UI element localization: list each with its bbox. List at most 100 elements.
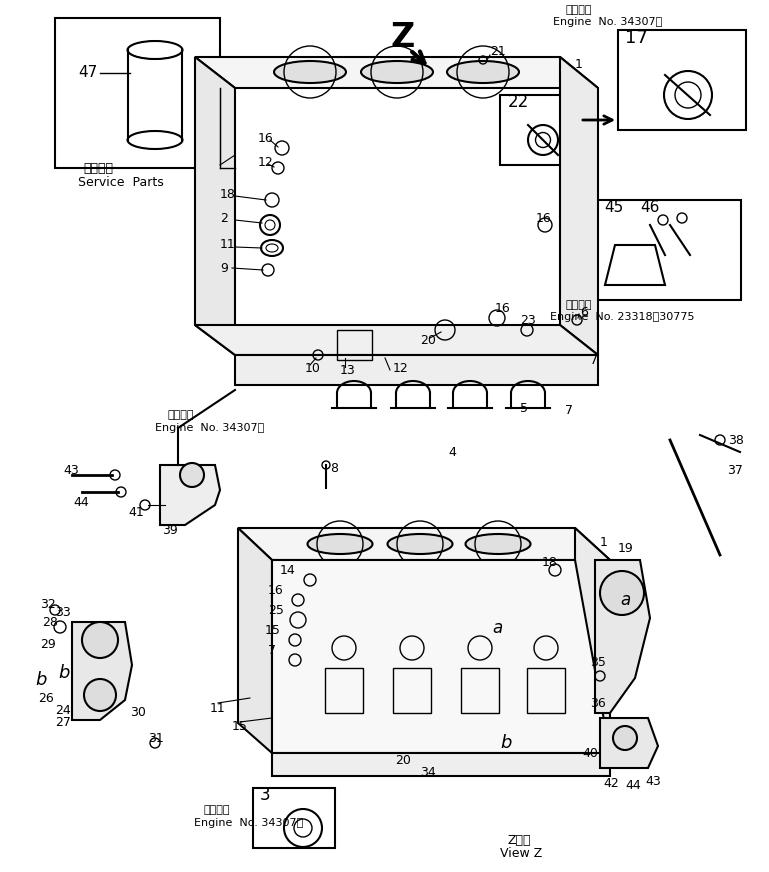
- Circle shape: [613, 726, 637, 750]
- Text: 33: 33: [55, 605, 71, 618]
- Circle shape: [84, 679, 116, 711]
- Circle shape: [180, 463, 204, 487]
- Text: 25: 25: [268, 603, 284, 617]
- Bar: [337, 330, 372, 360]
- Polygon shape: [595, 560, 650, 713]
- Polygon shape: [72, 622, 132, 720]
- Bar: [618, 30, 746, 130]
- Text: Z: Z: [390, 22, 414, 54]
- Text: Engine  No. 23318～30775: Engine No. 23318～30775: [550, 312, 694, 322]
- Text: 21: 21: [490, 45, 506, 58]
- Text: a: a: [620, 591, 631, 609]
- Text: 16: 16: [536, 212, 551, 224]
- Text: 37: 37: [727, 464, 743, 476]
- Text: 14: 14: [280, 563, 296, 576]
- Text: 23: 23: [520, 314, 536, 326]
- Text: b: b: [35, 671, 46, 689]
- Text: 43: 43: [63, 464, 78, 476]
- Text: 24: 24: [55, 704, 71, 717]
- Polygon shape: [195, 325, 598, 355]
- Bar: [527, 668, 565, 713]
- Text: 10: 10: [305, 362, 321, 374]
- Bar: [461, 668, 499, 713]
- Text: 適用号機: 適用号機: [167, 410, 194, 420]
- Text: 31: 31: [148, 732, 164, 745]
- Text: 適用号機: 適用号機: [565, 5, 591, 15]
- Ellipse shape: [447, 61, 519, 83]
- Bar: [253, 788, 335, 848]
- Text: 16: 16: [495, 302, 511, 315]
- Polygon shape: [272, 753, 610, 776]
- Text: 7: 7: [590, 353, 598, 366]
- Ellipse shape: [308, 534, 372, 554]
- Bar: [325, 668, 363, 713]
- Text: 3: 3: [260, 786, 271, 804]
- Text: 17: 17: [625, 29, 647, 47]
- Text: 19: 19: [618, 542, 634, 555]
- Text: 適用号機: 適用号機: [565, 300, 591, 310]
- Text: b: b: [58, 664, 69, 682]
- Polygon shape: [195, 57, 598, 88]
- Text: 15: 15: [232, 719, 248, 732]
- Text: 40: 40: [582, 746, 598, 760]
- Text: 1: 1: [575, 58, 583, 72]
- Ellipse shape: [465, 534, 531, 554]
- Text: 15: 15: [265, 623, 281, 637]
- Text: 4: 4: [448, 446, 456, 459]
- Text: 46: 46: [640, 200, 659, 215]
- Text: 32: 32: [40, 598, 55, 611]
- Ellipse shape: [361, 61, 433, 83]
- Text: 補給専用: 補給専用: [83, 161, 113, 174]
- Text: 6: 6: [580, 305, 588, 318]
- Bar: [55, 18, 220, 168]
- Text: 8: 8: [330, 461, 338, 474]
- Polygon shape: [238, 528, 610, 560]
- Text: 30: 30: [130, 705, 146, 719]
- Text: 適用号機: 適用号機: [203, 805, 229, 815]
- Text: 47: 47: [78, 65, 97, 80]
- Polygon shape: [235, 355, 598, 385]
- Ellipse shape: [274, 61, 346, 83]
- Text: 36: 36: [590, 697, 606, 710]
- Text: View Z: View Z: [500, 847, 542, 860]
- Polygon shape: [195, 57, 235, 355]
- Polygon shape: [560, 57, 598, 355]
- Polygon shape: [272, 560, 610, 753]
- Polygon shape: [575, 528, 610, 753]
- Text: 20: 20: [420, 333, 436, 346]
- Text: Engine  No. 34307～: Engine No. 34307～: [553, 17, 662, 27]
- Bar: [596, 200, 741, 300]
- Text: 41: 41: [128, 507, 144, 520]
- Text: 29: 29: [40, 638, 55, 651]
- Text: 1: 1: [600, 536, 608, 549]
- Text: 26: 26: [38, 691, 54, 705]
- Text: 27: 27: [55, 716, 71, 728]
- Text: 43: 43: [645, 774, 661, 787]
- Bar: [393, 668, 431, 713]
- Text: 22: 22: [508, 93, 529, 111]
- Polygon shape: [160, 465, 220, 525]
- Text: 9: 9: [220, 262, 228, 275]
- Text: 7: 7: [268, 644, 276, 657]
- Text: 39: 39: [162, 523, 178, 536]
- Text: Z　視: Z 視: [508, 834, 531, 847]
- Text: 44: 44: [73, 495, 88, 508]
- Text: 18: 18: [542, 556, 558, 569]
- Ellipse shape: [388, 534, 452, 554]
- Text: 2: 2: [220, 212, 228, 224]
- Polygon shape: [600, 718, 658, 768]
- Text: 11: 11: [220, 239, 236, 251]
- Text: 44: 44: [625, 779, 641, 792]
- Bar: [500, 95, 580, 165]
- Text: 20: 20: [395, 753, 411, 766]
- Text: 16: 16: [258, 132, 274, 145]
- Text: a: a: [492, 619, 502, 637]
- Text: 11: 11: [210, 701, 226, 714]
- Text: 35: 35: [590, 657, 606, 670]
- Text: 18: 18: [220, 188, 236, 201]
- Text: 34: 34: [420, 766, 436, 779]
- Text: 42: 42: [603, 776, 619, 789]
- Text: 45: 45: [604, 200, 623, 215]
- Text: 38: 38: [728, 433, 744, 446]
- Text: 12: 12: [393, 362, 409, 374]
